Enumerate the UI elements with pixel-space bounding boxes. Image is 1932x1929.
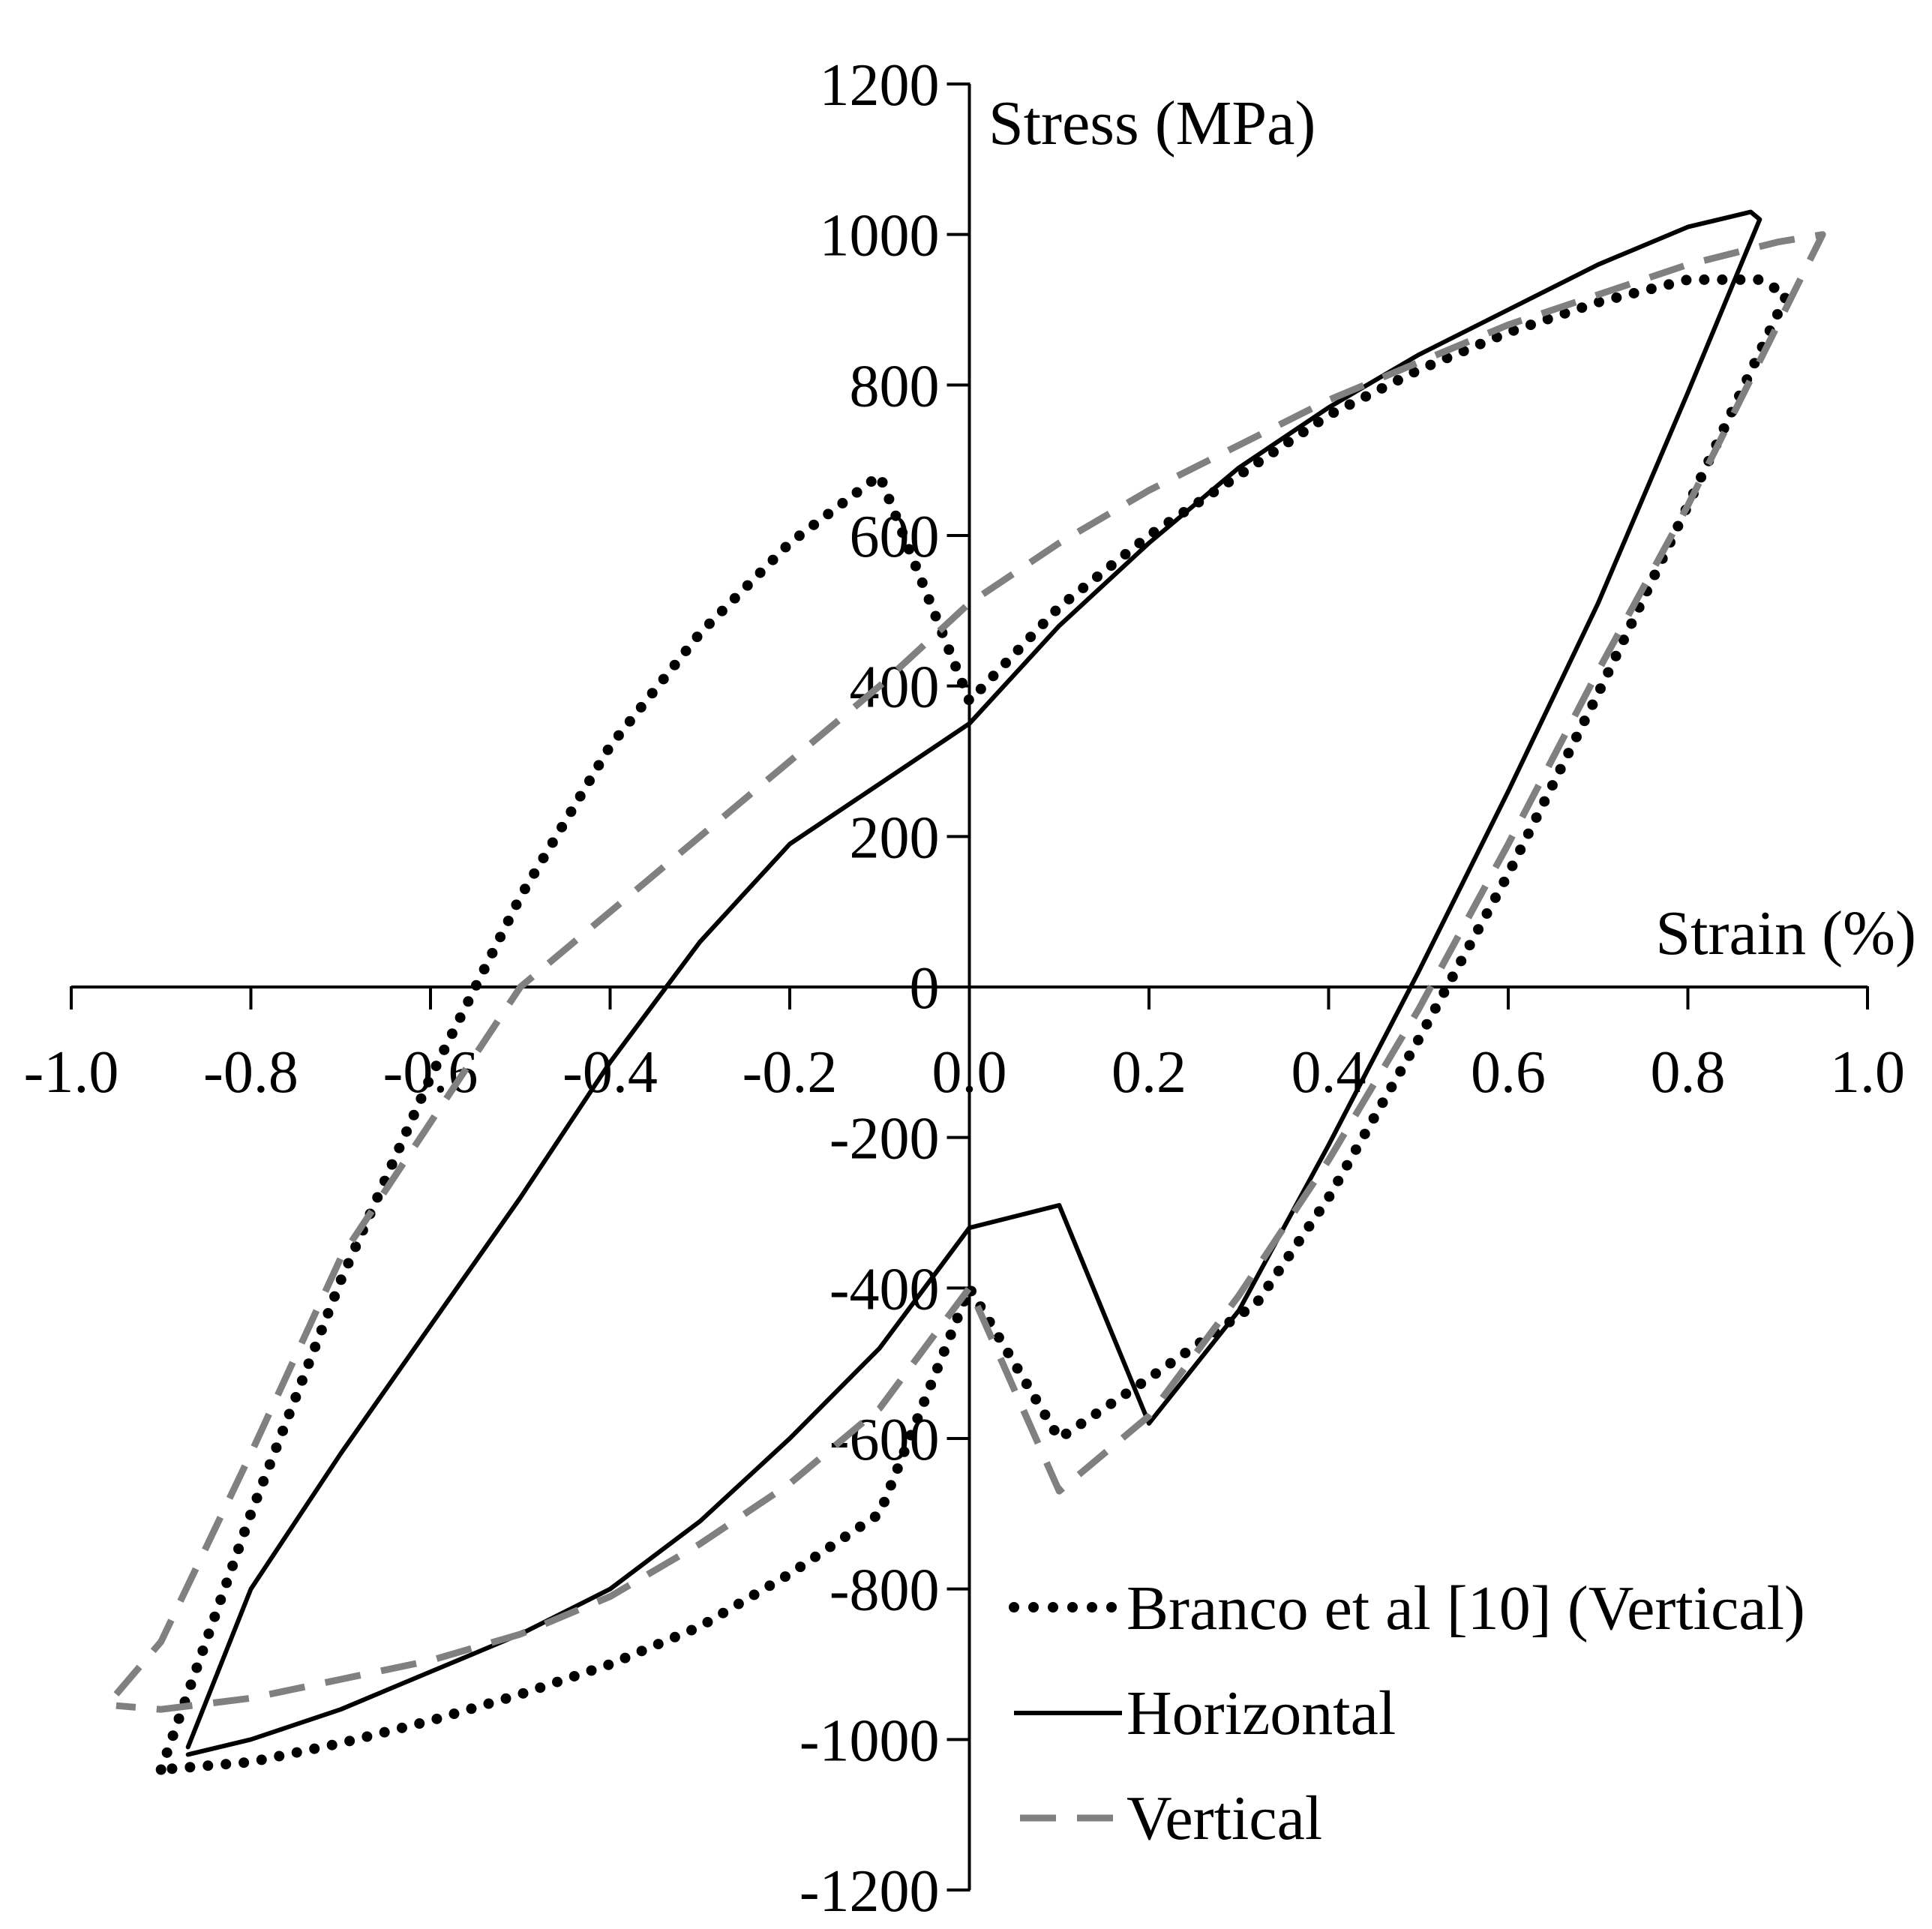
y-tick-label: 1000: [820, 203, 940, 269]
y-tick-label: -800: [830, 1558, 940, 1624]
y-tick-label: -200: [830, 1106, 940, 1172]
x-tick-label: 1.0: [1830, 1040, 1905, 1106]
series-line-dotted: [155, 274, 1792, 1775]
legend-label-branco: Branco et al [10] (Vertical): [1126, 1574, 1805, 1643]
x-tick-label: 0.2: [1112, 1040, 1186, 1106]
series-layer: [113, 209, 1826, 1775]
series-line-solid: [185, 209, 1762, 1757]
y-axis-title: Stress (MPa): [988, 88, 1316, 158]
y-tick-label: -1200: [800, 1858, 940, 1924]
x-axis-title: Strain (%): [1655, 898, 1916, 968]
x-axis-ticks: -1.0 -0.8 -0.6 -0.4 -0.2 0.0 0.2 0.4 0.6 0.8 1.0: [24, 986, 1905, 1106]
legend: Branco et al [10] (Vertical) Horizontal …: [1009, 1574, 1805, 1853]
x-tick-label: -0.2: [742, 1040, 838, 1106]
y-tick-label: 200: [850, 805, 940, 871]
y-tick-label: 1200: [820, 52, 940, 118]
y-tick-label: 400: [850, 655, 940, 721]
y-tick-label: 800: [850, 353, 940, 419]
x-tick-label: 0.0: [932, 1040, 1007, 1106]
series-line-dashed: [113, 231, 1826, 1713]
x-tick-label: 0.8: [1651, 1040, 1726, 1106]
y-tick-label: -1000: [800, 1708, 940, 1774]
y-axis-ticks: 120010008006004002000-200-400-600-800-10…: [800, 52, 970, 1924]
x-tick-label: -0.8: [203, 1040, 298, 1106]
legend-label-horizontal: Horizontal: [1126, 1678, 1396, 1748]
y-tick-label: 0: [910, 956, 940, 1022]
x-tick-label: -0.4: [562, 1040, 658, 1106]
x-tick-label: -1.0: [24, 1040, 119, 1106]
legend-label-vertical: Vertical: [1126, 1784, 1322, 1853]
x-tick-label: 0.6: [1471, 1040, 1546, 1106]
